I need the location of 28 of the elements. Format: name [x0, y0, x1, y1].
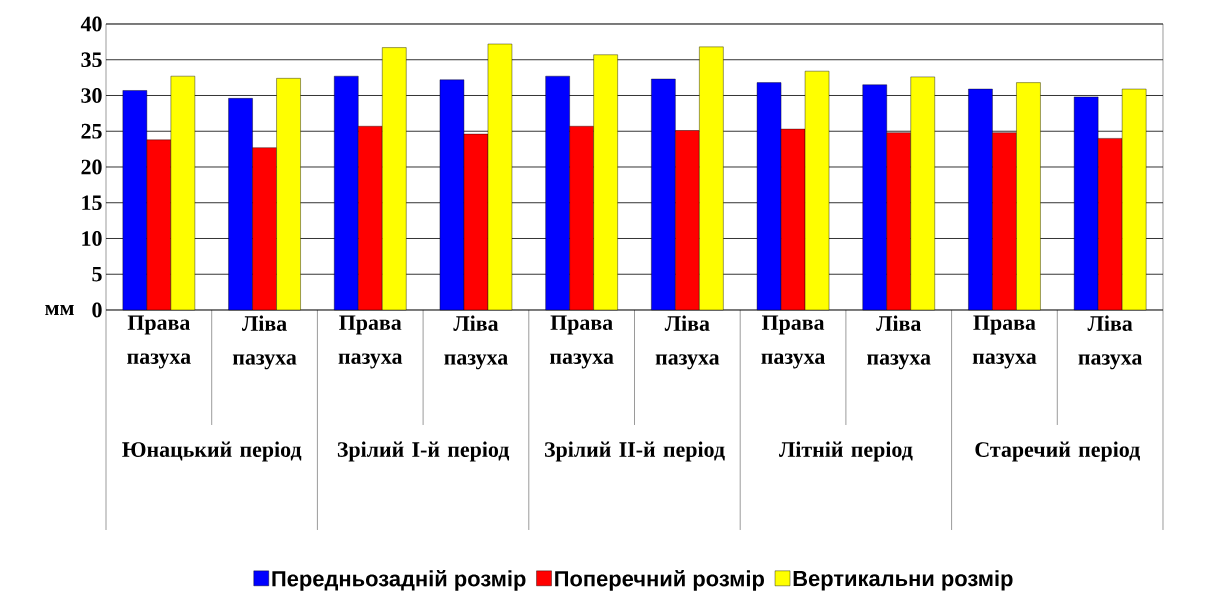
y-tick-label: 20 [81, 159, 102, 175]
x-tick-label: Ліва пазуха [867, 315, 931, 370]
y-tick-label: 30 [81, 88, 102, 103]
x-tick-label: Права пазуха [127, 315, 191, 369]
x-tick-label: Ліва пазуха [655, 315, 720, 370]
text: Юнацький період [122, 441, 302, 462]
text: Літній період [779, 441, 913, 462]
y-tick-label: 5 [92, 266, 102, 282]
text: Зрілий II-й період [544, 441, 725, 462]
y-axis-title: мм [45, 304, 74, 316]
y-tick-label: 40 [80, 16, 102, 32]
legend-label: Вертикальни розмір [793, 570, 1013, 591]
text: Зрілий I-й період [337, 441, 510, 462]
x-tick-label: Права пазуха [338, 315, 403, 369]
y-tick-label: 25 [81, 123, 102, 139]
y-tick-label: 15 [82, 195, 102, 211]
y-tick-label: 10 [82, 231, 102, 246]
x-tick-label: Права пазуха [972, 315, 1037, 369]
y-tick-label: 0 [92, 302, 102, 318]
legend-label: Передньозадній розмір [272, 569, 526, 591]
x-tick-label: Права пазуха [549, 315, 614, 369]
y-tick-label: 35 [81, 52, 102, 68]
x-tick-label: Ліва пазуха [444, 315, 508, 370]
legend-label: Поперечний розмір [555, 569, 764, 591]
x-tick-label: Права пазуха [761, 315, 825, 369]
x-tick-label: Ліва пазуха [1078, 315, 1143, 370]
text: Старечий період [975, 441, 1140, 462]
x-tick-label: Ліва пазуха [232, 315, 297, 370]
